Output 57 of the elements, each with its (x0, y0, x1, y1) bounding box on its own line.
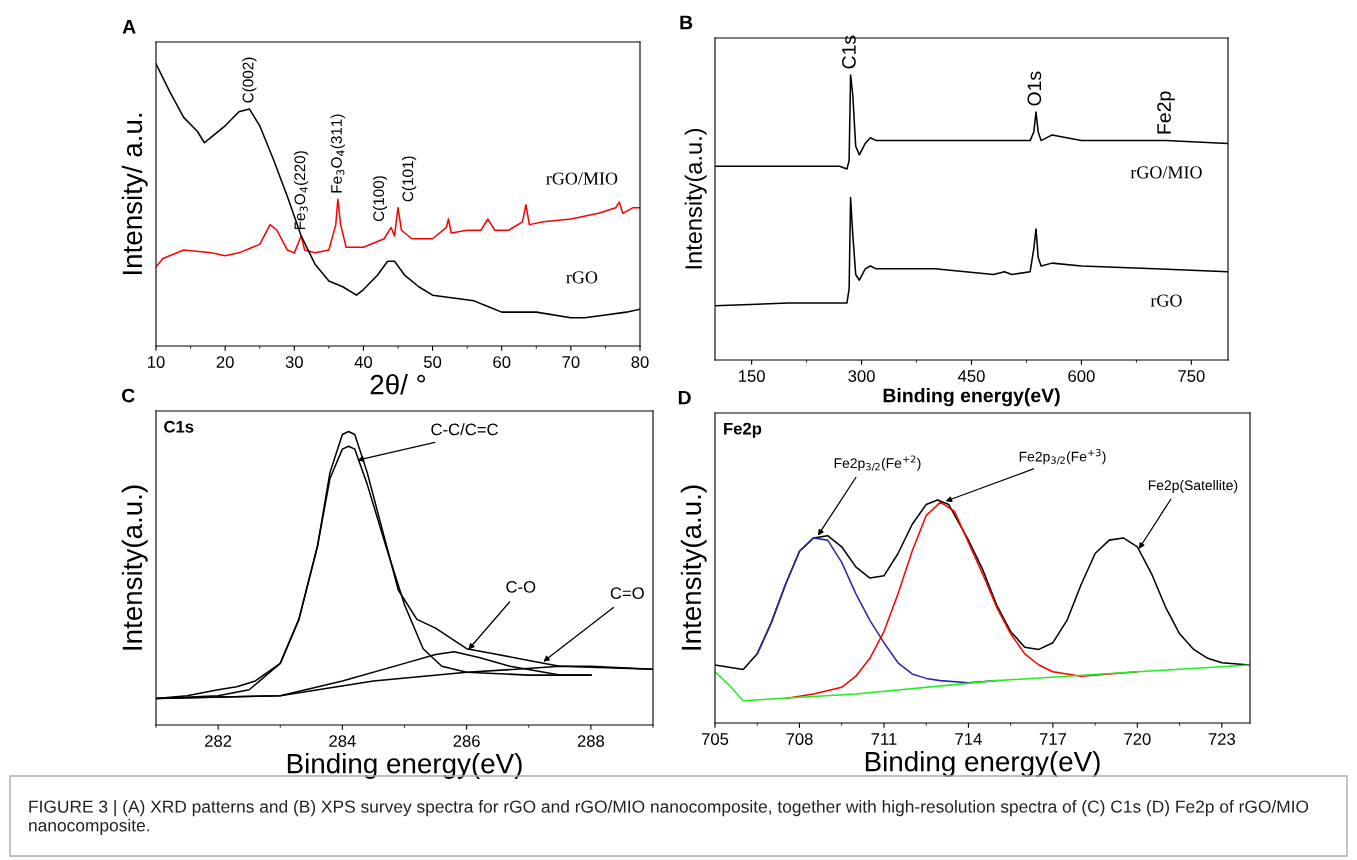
x-tick-label: 50 (423, 356, 442, 368)
annotation: Fe$_{3}$O$_{4}$(311) (330, 114, 345, 193)
series-label: rGO (566, 271, 598, 284)
x-tick-label: 750 (1178, 370, 1205, 382)
y-axis-title: Intensity(a.u.) (121, 485, 148, 650)
y-axis-title: Intensity(a.u.) (680, 485, 707, 650)
annotation: C(100) (372, 176, 388, 222)
x-tick-label: 282 (205, 735, 232, 747)
caption: FIGURE 3 | (A) XRD patterns and (B) XPS survey spectra for rGO and rGO/MIO nanocomposite, together with high-resolution spectra of (C) C1s (D) Fe2p of rGO/MIO nanocomposite. (29, 800, 1309, 835)
chart-title: C (122, 388, 135, 403)
x-tick-label: 600 (1068, 370, 1095, 382)
x-tick-label: 30 (285, 356, 303, 368)
series-label: rGO/MIO (546, 172, 618, 185)
x-axis-title: 2θ/ ° (370, 374, 426, 395)
annotation: C=O (610, 587, 644, 599)
x-tick-label: 723 (1208, 733, 1236, 745)
y-axis-title: Intensity/ a.u. (121, 113, 148, 275)
annotation: C-C/C=C (431, 423, 498, 436)
y-axis-title: Intensity(a.u.) (684, 128, 707, 269)
series-label: rGO (1150, 294, 1182, 307)
annotation: Fe2p (1157, 91, 1175, 134)
annotation: Fe2p$_{3/2}$(Fe$^{+3}$) (1019, 448, 1106, 465)
annotation: O1s (1027, 71, 1042, 106)
x-axis-title: Binding energy(eV) (287, 753, 522, 779)
x-axis-title: Binding energy(eV) (883, 388, 1060, 407)
annotation: C(002) (242, 57, 257, 103)
x-tick-label: 300 (848, 370, 875, 382)
chart-title: D (678, 390, 691, 405)
text: Fe2p (724, 422, 762, 438)
x-tick-label: 705 (701, 733, 729, 745)
chart-title: B (680, 15, 693, 30)
x-tick-label: 150 (739, 370, 765, 382)
x-tick-label: 70 (562, 356, 580, 368)
x-tick-label: 717 (1039, 733, 1066, 745)
x-tick-label: 288 (577, 735, 605, 747)
annotation: C(101) (401, 156, 417, 202)
x-tick-label: 720 (1124, 733, 1151, 745)
x-tick-label: 60 (493, 356, 511, 368)
x-tick-label: 714 (955, 733, 982, 745)
annotation: Fe$_{3}$O$_{4}$(220) (294, 151, 309, 230)
annotation: C1s (842, 35, 856, 69)
annotation: Fe2p$_{3/2}$(Fe$^{+2}$) (834, 455, 921, 472)
annotation: C1s (164, 420, 194, 433)
x-tick-label: 708 (786, 733, 813, 745)
annotation: C-O (506, 580, 536, 593)
x-tick-label: 286 (453, 735, 480, 747)
x-axis-title: Binding energy(eV) (865, 751, 1100, 777)
x-tick-label: 450 (957, 370, 985, 382)
x-tick-label: 80 (631, 356, 649, 368)
x-tick-label: 10 (148, 356, 165, 368)
annotation: Fe2p(Satellite) (1148, 479, 1238, 493)
x-tick-label: 711 (871, 733, 897, 745)
x-tick-label: 284 (329, 735, 356, 747)
x-tick-label: 20 (216, 356, 234, 368)
series-label: rGO/MIO (1130, 166, 1202, 179)
chart-title: A (122, 20, 136, 34)
x-tick-label: 40 (354, 356, 373, 368)
